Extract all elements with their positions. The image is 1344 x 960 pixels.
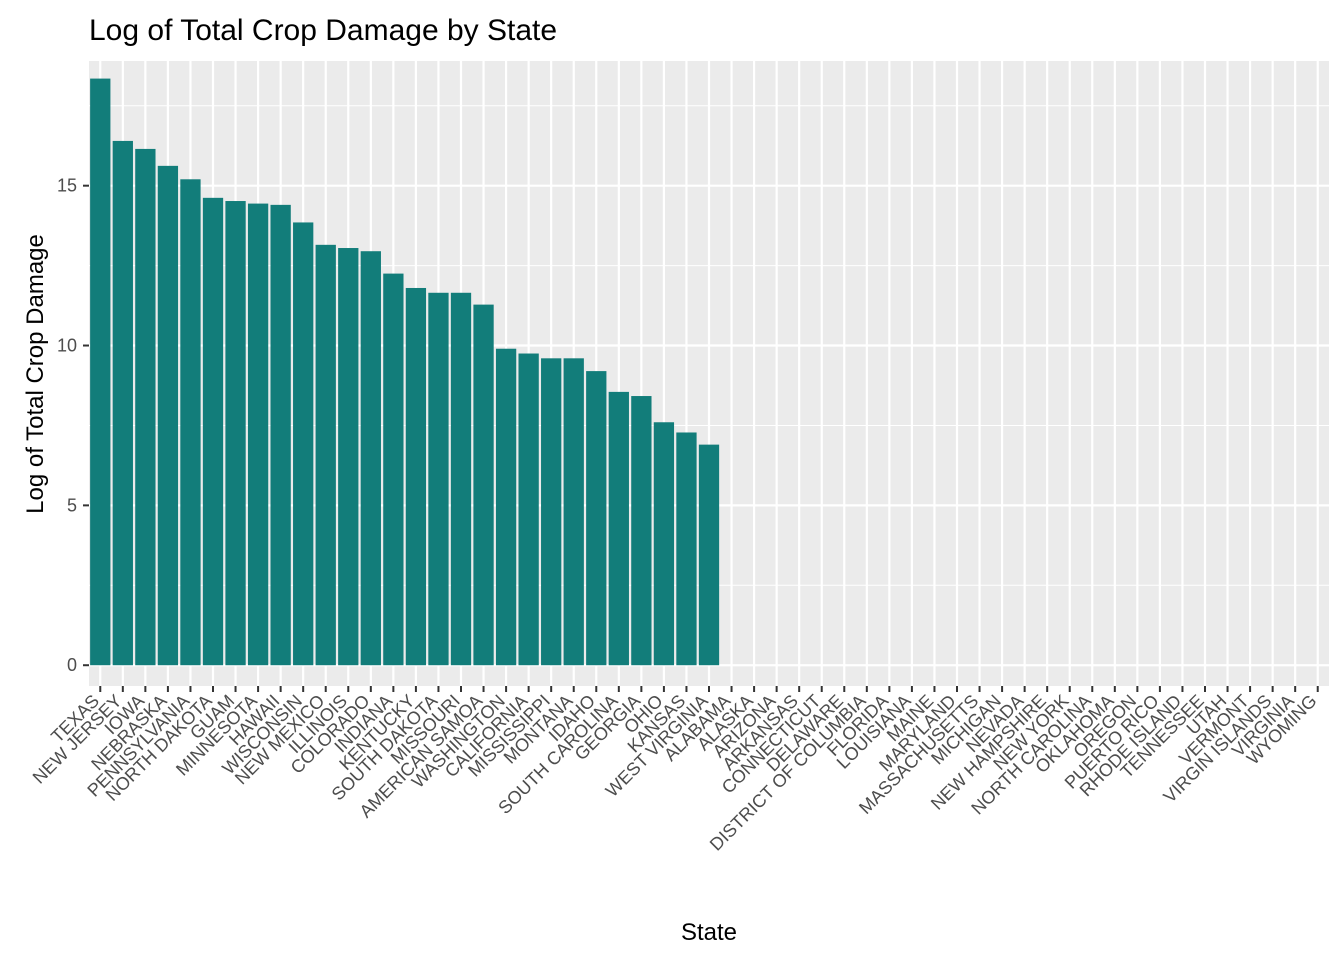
bar <box>428 292 449 666</box>
bar <box>653 422 675 666</box>
bar <box>608 391 629 666</box>
bar <box>586 371 607 666</box>
bar <box>518 353 539 666</box>
bar <box>338 248 359 666</box>
bar <box>495 348 517 666</box>
bar <box>90 78 111 666</box>
bar <box>450 292 472 666</box>
y-tick-label: 0 <box>67 655 77 675</box>
y-tick-label: 15 <box>57 176 77 196</box>
bar <box>293 222 314 666</box>
bar <box>405 287 427 666</box>
y-axis-title: Log of Total Crop Damage <box>22 234 49 514</box>
bar <box>135 148 156 666</box>
bar <box>270 204 291 666</box>
bar <box>631 396 652 666</box>
bar <box>473 304 494 666</box>
bar <box>225 201 246 666</box>
bar <box>541 358 562 666</box>
bars <box>90 78 720 666</box>
bar <box>202 197 224 666</box>
y-axis: 0 5 10 15 <box>57 176 89 675</box>
bar <box>383 273 404 666</box>
bar <box>157 165 179 666</box>
bar <box>698 444 720 666</box>
y-tick-label: 10 <box>57 336 77 356</box>
x-axis-title: State <box>681 919 737 946</box>
bar <box>180 179 201 666</box>
bar <box>676 432 697 666</box>
bar <box>360 251 381 666</box>
bar <box>247 203 269 666</box>
bar <box>563 358 584 666</box>
bar <box>112 140 133 666</box>
y-tick-label: 5 <box>67 495 77 515</box>
chart-title: Log of Total Crop Damage by State <box>89 14 557 47</box>
bar <box>315 244 336 666</box>
